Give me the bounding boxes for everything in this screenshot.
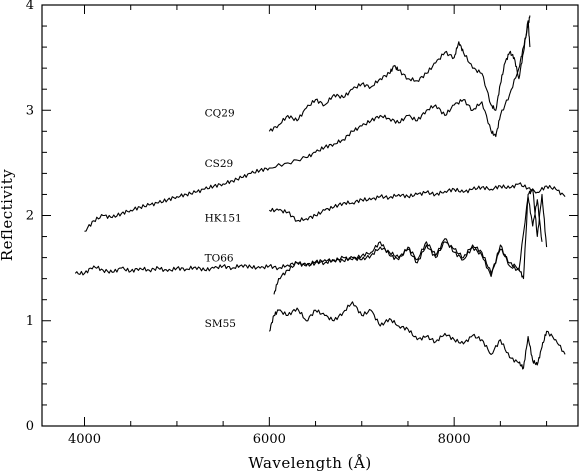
y-tick-label: 0 [26, 419, 34, 434]
series-label: SM55 [205, 318, 236, 330]
axis-tick-labels: 4000 6000 8000 0 1 2 3 4 [26, 0, 471, 447]
y-tick-label: 3 [26, 103, 34, 118]
spectra-labels: CQ29 CS29 HK151 TO66 SM55 [205, 107, 242, 330]
plot-frame [41, 4, 579, 427]
spectra-lines [74, 15, 566, 370]
series-label: CQ29 [205, 107, 235, 119]
series-line-3 [74, 188, 548, 280]
series-label: HK151 [205, 213, 242, 225]
x-tick-label: 8000 [438, 432, 471, 447]
series-line-0 [268, 20, 531, 132]
y-tick-label: 2 [26, 209, 34, 224]
x-axis-title: Wavelength (Å) [248, 454, 371, 472]
series-line-5 [268, 301, 566, 370]
x-tick-label: 4000 [68, 432, 101, 447]
series-line-4 [273, 196, 543, 295]
y-tick-label: 1 [26, 314, 34, 329]
series-line-2 [268, 182, 566, 223]
series-label: TO66 [205, 253, 234, 265]
series-line-1 [84, 15, 531, 232]
y-tick-label: 4 [26, 0, 34, 13]
x-tick-label: 6000 [253, 432, 286, 447]
series-label: CS29 [205, 158, 234, 170]
y-axis-title: Reflectivity [0, 169, 16, 261]
axis-ticks [42, 4, 578, 427]
